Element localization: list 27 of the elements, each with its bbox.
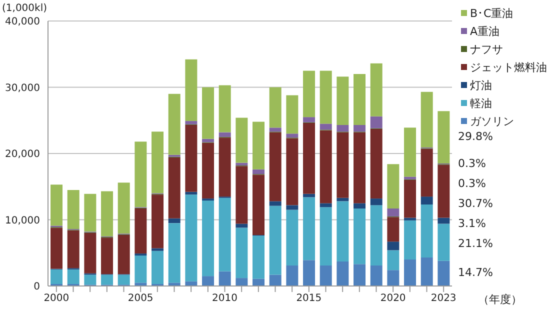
x-tick-label: 2020 bbox=[380, 293, 406, 304]
x-tick-label: 2023 bbox=[430, 293, 456, 304]
legend-label: 軽油 bbox=[470, 96, 492, 110]
x-tick-label: 2005 bbox=[128, 293, 154, 304]
text: 0.3% bbox=[458, 176, 486, 190]
legend-label: ガソリン bbox=[470, 114, 514, 128]
x-axis-title: （年度） bbox=[478, 292, 522, 307]
y-tick-label: 40,000 bbox=[5, 16, 40, 28]
text: 14.7% bbox=[458, 266, 493, 280]
legend-label: ジェット燃料油 bbox=[470, 60, 547, 74]
x-tick-label: 2000 bbox=[44, 293, 70, 304]
y-tick-label: 0 bbox=[34, 282, 40, 293]
text: 3.1% bbox=[458, 216, 486, 230]
x-tick-label: 2010 bbox=[212, 293, 238, 304]
legend-label: ナフサ bbox=[470, 42, 503, 56]
text: 0.3% bbox=[458, 156, 486, 170]
legend-label: 灯油 bbox=[470, 78, 492, 92]
text: 30.7% bbox=[458, 196, 493, 210]
y-tick-label: 10,000 bbox=[5, 215, 40, 226]
y-tick-label: 20,000 bbox=[5, 149, 40, 160]
legend-label: A重油 bbox=[470, 24, 500, 38]
x-tick-label: 2015 bbox=[296, 293, 322, 304]
text: 29.8% bbox=[458, 130, 493, 144]
text: 21.1% bbox=[458, 236, 493, 250]
y-axis-title: (1,000kl) bbox=[2, 3, 47, 14]
legend-label: B･C重油 bbox=[470, 6, 514, 20]
y-tick-label: 30,000 bbox=[5, 82, 40, 94]
